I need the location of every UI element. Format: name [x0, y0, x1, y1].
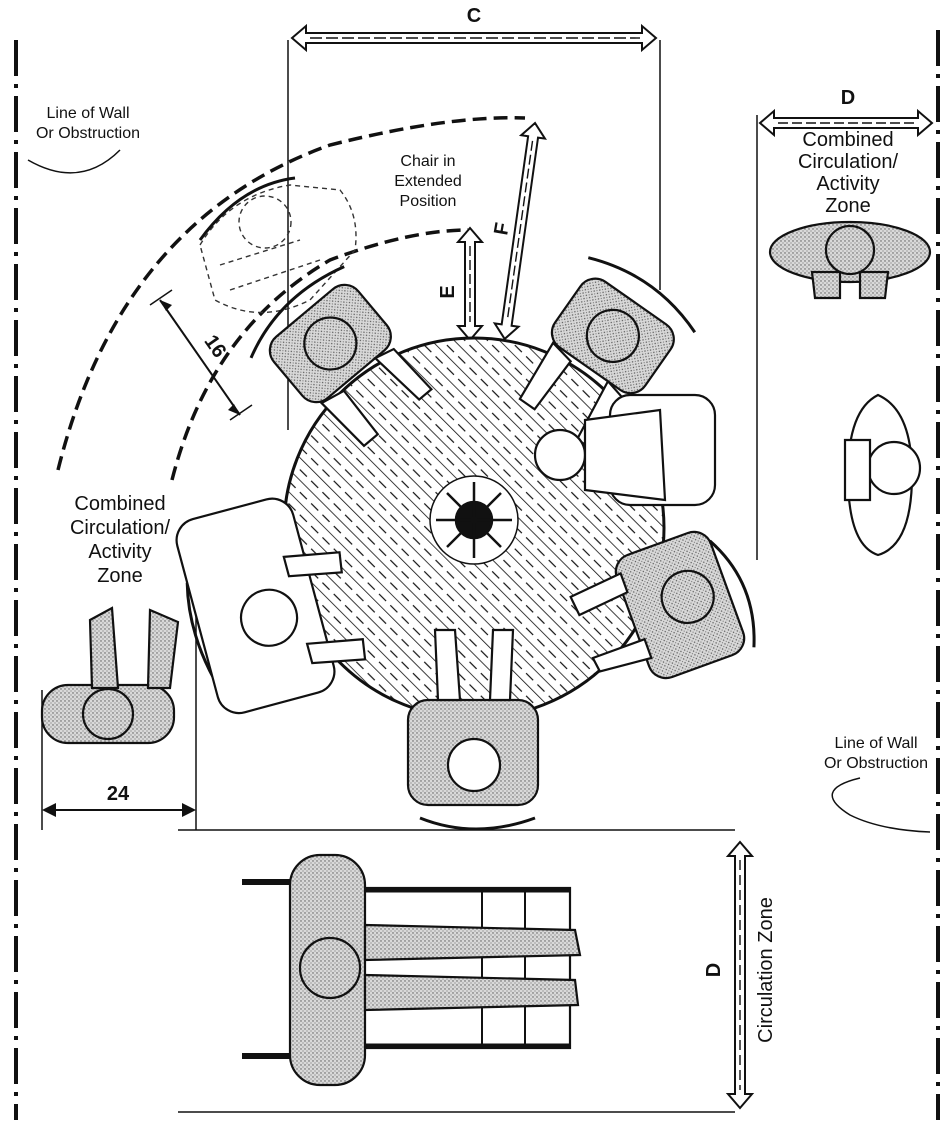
- zone-label-right: Combined Circulation/ Activity Zone: [798, 129, 898, 217]
- svg-text:Line of Wall: Line of Wall: [47, 105, 130, 122]
- svg-text:Zone: Zone: [825, 195, 871, 217]
- seated-person-bottom: [406, 628, 540, 831]
- circulation-zone-label: Circulation Zone: [755, 897, 777, 1043]
- dimension-d-bottom-label: D: [703, 963, 725, 977]
- svg-text:Activity: Activity: [88, 541, 151, 563]
- svg-text:Circulation/: Circulation/: [70, 517, 170, 539]
- svg-text:Line of Wall: Line of Wall: [835, 735, 918, 752]
- seated-person-top-left: [249, 265, 434, 448]
- svg-text:Activity: Activity: [816, 173, 879, 195]
- seated-person-lower-right: [569, 530, 756, 680]
- standing-person-right-top-icon: [768, 220, 932, 300]
- wheelchair-user-icon: [242, 853, 582, 1087]
- svg-text:Or Obstruction: Or Obstruction: [824, 755, 928, 772]
- dimension-24-arrow: 24: [42, 783, 196, 817]
- svg-text:Or Obstruction: Or Obstruction: [36, 125, 140, 142]
- ghost-chair-extended: [198, 176, 357, 314]
- dimension-d-top-label: D: [841, 87, 855, 109]
- dimension-d-top-arrow: D: [758, 87, 934, 138]
- dimension-f-arrow: [492, 121, 547, 341]
- wall-label-top-left: Line of Wall Or Obstruction: [27, 105, 140, 174]
- outer-activity-arc: [56, 115, 526, 471]
- inner-activity-arc: [170, 228, 469, 481]
- chair-extended-label: Chair in Extended Position: [394, 153, 462, 210]
- svg-text:Chair in: Chair in: [400, 153, 455, 170]
- svg-text:Position: Position: [400, 193, 457, 210]
- svg-text:Extended: Extended: [394, 173, 462, 190]
- svg-text:Zone: Zone: [97, 565, 143, 587]
- wall-label-right: Line of Wall Or Obstruction: [824, 735, 931, 833]
- zone-label-left: Combined Circulation/ Activity Zone: [70, 493, 170, 587]
- dimension-d-bottom-arrow: D Circulation Zone: [703, 840, 777, 1110]
- table-pedestal-icon: [436, 482, 512, 558]
- svg-text:Combined: Combined: [802, 129, 893, 151]
- dimension-24-label: 24: [107, 783, 130, 805]
- svg-text:Circulation/: Circulation/: [798, 151, 898, 173]
- standing-person-left-icon: [40, 606, 180, 745]
- dimension-e-arrow: E: [437, 226, 485, 342]
- dimension-f-label: F: [490, 221, 514, 237]
- dimension-c-arrow: C: [290, 5, 658, 53]
- standing-person-right-mid-icon: [843, 393, 922, 557]
- dimension-c-label: C: [467, 5, 481, 27]
- svg-text:Combined: Combined: [74, 493, 165, 515]
- dimension-e-label: E: [437, 285, 459, 298]
- seated-person-right: [533, 393, 717, 507]
- seated-person-left: [175, 497, 367, 715]
